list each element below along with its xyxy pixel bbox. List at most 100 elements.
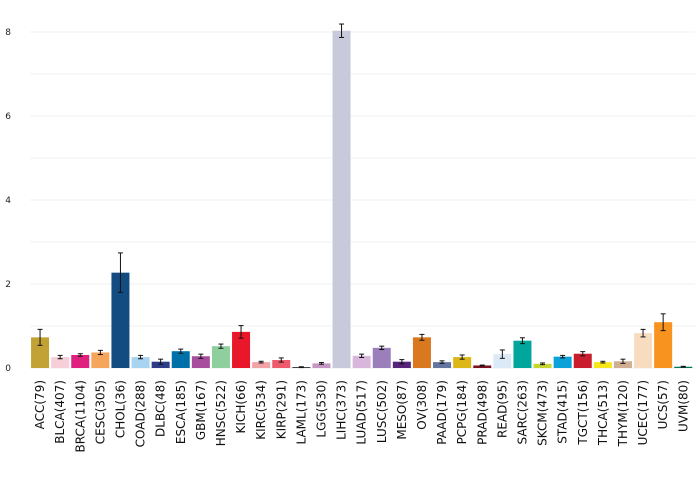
- x-tick-label: BRCA(1104): [73, 380, 87, 452]
- x-tick-label: BLCA(407): [53, 380, 67, 444]
- error-bar: [519, 337, 525, 345]
- x-tick-label: TGCT(156): [576, 380, 590, 446]
- y-tick-label: 2: [5, 280, 11, 290]
- bar-tgct: [573, 353, 592, 368]
- x-axis: ACC(79) BLCA(407) BRCA(1104) CESC(305) CHOL(…: [33, 380, 690, 452]
- error-bar: [218, 343, 224, 349]
- y-axis: 0 2 4 6 8: [5, 28, 11, 374]
- x-tick-label: COAD(288): [134, 380, 148, 447]
- x-tick-label: OV(308): [415, 380, 429, 430]
- bar-cesc: [91, 352, 110, 368]
- bar-pcpg: [453, 357, 472, 368]
- error-bar: [198, 353, 204, 359]
- x-tick-label: LUSC(502): [375, 380, 389, 443]
- error-bar: [117, 252, 123, 293]
- bar-read: [493, 354, 512, 368]
- x-tick-label: CHOL(36): [113, 380, 127, 438]
- error-bar: [339, 23, 345, 38]
- bar-lihc: [332, 30, 351, 369]
- y-tick-label: 0: [5, 364, 11, 374]
- bar-blca: [51, 357, 70, 368]
- x-tick-label: PCPG(184): [455, 380, 469, 444]
- error-bar: [77, 353, 83, 357]
- x-tick-label: READ(95): [495, 380, 509, 438]
- bar-prad: [473, 365, 492, 368]
- error-bar: [359, 353, 365, 358]
- error-bar: [399, 359, 405, 365]
- bar-luad: [352, 355, 371, 368]
- x-tick-label: GBM(167): [194, 380, 208, 440]
- bar-ucs: [654, 322, 673, 368]
- bar-kirp: [272, 360, 291, 368]
- bar-kich: [232, 331, 251, 368]
- bar-lgg: [312, 363, 331, 368]
- error-bar: [419, 333, 425, 341]
- error-bar: [660, 313, 666, 332]
- bar-paad: [433, 362, 452, 368]
- bar-brca: [71, 354, 90, 368]
- x-tick-label: ESCA(185): [174, 380, 188, 444]
- x-tick-label: UVM(80): [676, 380, 690, 432]
- error-bar: [298, 366, 304, 369]
- error-bar: [138, 354, 144, 360]
- x-tick-label: LAML(173): [294, 380, 308, 444]
- x-tick-label: MESO(87): [395, 380, 409, 440]
- error-bar: [620, 358, 626, 364]
- x-tick-label: LIHC(373): [335, 380, 349, 440]
- x-tick-label: KICH(66): [234, 380, 248, 433]
- x-tick-label: KIRP(291): [274, 380, 288, 439]
- bar-acc: [31, 337, 50, 368]
- bar-lusc: [372, 347, 391, 368]
- error-bar: [278, 357, 284, 363]
- bar-stad: [553, 356, 572, 368]
- bar-thym: [613, 361, 632, 368]
- grid-lines: [30, 31, 695, 369]
- error-bar: [479, 364, 485, 367]
- error-bar: [57, 354, 63, 360]
- error-bar: [318, 362, 324, 365]
- bars: [31, 30, 693, 369]
- x-tick-label: DLBC(48): [154, 380, 168, 437]
- error-bar: [600, 360, 606, 364]
- error-bar: [238, 325, 244, 339]
- x-tick-label: KIRC(534): [254, 380, 268, 440]
- error-bar: [379, 345, 385, 351]
- y-tick-label: 8: [5, 28, 11, 38]
- x-tick-label: THCA(513): [596, 380, 610, 446]
- error-bar: [640, 328, 646, 338]
- x-tick-label: PRAD(498): [475, 380, 489, 445]
- x-tick-label: SKCM(473): [536, 380, 550, 446]
- bar-ucec: [634, 333, 653, 368]
- error-bar: [499, 349, 505, 359]
- x-tick-label: UCEC(177): [636, 380, 650, 445]
- bar-sarc: [513, 340, 532, 368]
- x-tick-label: THYM(120): [616, 380, 630, 447]
- error-bar: [459, 354, 465, 360]
- error-bar: [37, 328, 43, 346]
- error-bar: [178, 348, 184, 354]
- error-bar: [97, 349, 103, 356]
- bar-skcm: [533, 363, 552, 368]
- error-bars: [37, 23, 686, 369]
- bar-thca: [593, 362, 612, 368]
- error-bar: [560, 354, 566, 359]
- x-tick-label: ACC(79): [33, 380, 47, 429]
- error-bar: [540, 362, 546, 366]
- bar-hnsc: [211, 346, 230, 368]
- bar-gbm: [191, 356, 210, 368]
- x-tick-label: LGG(530): [314, 380, 328, 438]
- x-tick-label: PAAD(179): [435, 380, 449, 445]
- bar-chol: [111, 272, 130, 368]
- x-tick-label: CESC(305): [93, 380, 107, 444]
- bar-dlbc: [151, 361, 170, 368]
- x-tick-label: UCS(57): [656, 380, 670, 429]
- y-tick-label: 6: [5, 112, 11, 122]
- x-tick-label: SARC(263): [515, 380, 529, 444]
- bar-ov: [412, 337, 431, 368]
- bar-esca: [171, 351, 190, 368]
- x-tick-label: LUAD(517): [355, 380, 369, 445]
- error-bar: [158, 358, 164, 365]
- error-bar: [680, 365, 686, 368]
- bar-coad: [131, 357, 150, 368]
